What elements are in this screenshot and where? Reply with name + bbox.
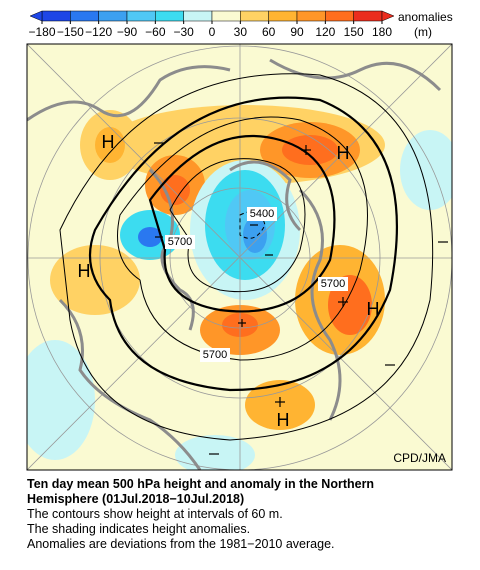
colorbar-bin [325, 10, 354, 22]
figure: −180 −150 −120 −90 −60 −30 0 30 60 90 120 150 180 an… [26, 10, 453, 471]
colorbar: −180 −150 −120 −90 −60 −30 0 30 60 90 120 150 180 [28, 10, 395, 39]
caption-title: Ten day mean 500 hPa height and anomaly … [27, 477, 375, 506]
caption: Ten day mean 500 hPa height and anomaly … [27, 477, 447, 552]
colorbar-unit: (m) [414, 25, 432, 39]
contour-label-bg [165, 235, 195, 249]
colorbar-end [29, 10, 43, 22]
contour-label: 5400 [250, 208, 274, 220]
colorbar-bin [98, 10, 128, 22]
high-label: H [102, 132, 115, 152]
contour-label-bg [247, 207, 277, 221]
colorbar-tick-label: 150 [344, 25, 364, 39]
colorbar-bin [240, 10, 269, 22]
colorbar-bin [268, 10, 298, 22]
colorbar-tick-label: −180 [28, 25, 55, 39]
colorbar-tick-label: 0 [209, 25, 216, 39]
colorbar-tick-label: 120 [315, 25, 335, 39]
colorbar-bin [126, 10, 156, 22]
colorbar-bin [183, 10, 213, 22]
credit: CPD/JMA [393, 451, 446, 465]
high-label: H [367, 299, 380, 319]
colorbar-tick-label: −60 [145, 25, 166, 39]
colorbar-end [381, 10, 395, 22]
colorbar-label: anomalies [398, 10, 453, 24]
colorbar-tick-label: −120 [85, 25, 112, 39]
high-label: H [337, 143, 350, 163]
contour-label: 5700 [168, 236, 192, 248]
caption-line: Anomalies are deviations from the 1981−2… [27, 537, 335, 551]
colorbar-tick-label: 60 [262, 25, 276, 39]
contour-label-bg [318, 277, 348, 291]
contour-label-bg [200, 348, 230, 362]
colorbar-tick-label: −30 [173, 25, 194, 39]
colorbar-bin [70, 10, 99, 22]
colorbar-bin [296, 10, 326, 22]
colorbar-tick-label: −90 [117, 25, 138, 39]
caption-line: The shading indicates height anomalies. [27, 522, 251, 536]
anomaly-signs [154, 142, 448, 455]
colorbar-tick-label: 30 [234, 25, 248, 39]
colorbar-tick-label: 180 [372, 25, 392, 39]
colorbar-bin [155, 10, 184, 22]
contour-label: 5700 [203, 349, 227, 361]
colorbar-bin [41, 10, 71, 22]
high-label: H [277, 410, 290, 430]
graticule [27, 44, 452, 470]
colorbar-tick-label: 90 [290, 25, 304, 39]
height-contours [59, 73, 434, 441]
high-label: H [78, 261, 91, 281]
colorbar-bin [353, 10, 383, 22]
caption-line: The contours show height at intervals of… [27, 507, 283, 521]
colorbar-tick-label: −150 [57, 25, 84, 39]
map: H H H H H 5400 5700 5700 5700 CPD/JMA [27, 44, 452, 470]
contour-label: 5700 [321, 278, 345, 290]
map-frame [26, 43, 453, 471]
colorbar-bin [211, 10, 241, 22]
